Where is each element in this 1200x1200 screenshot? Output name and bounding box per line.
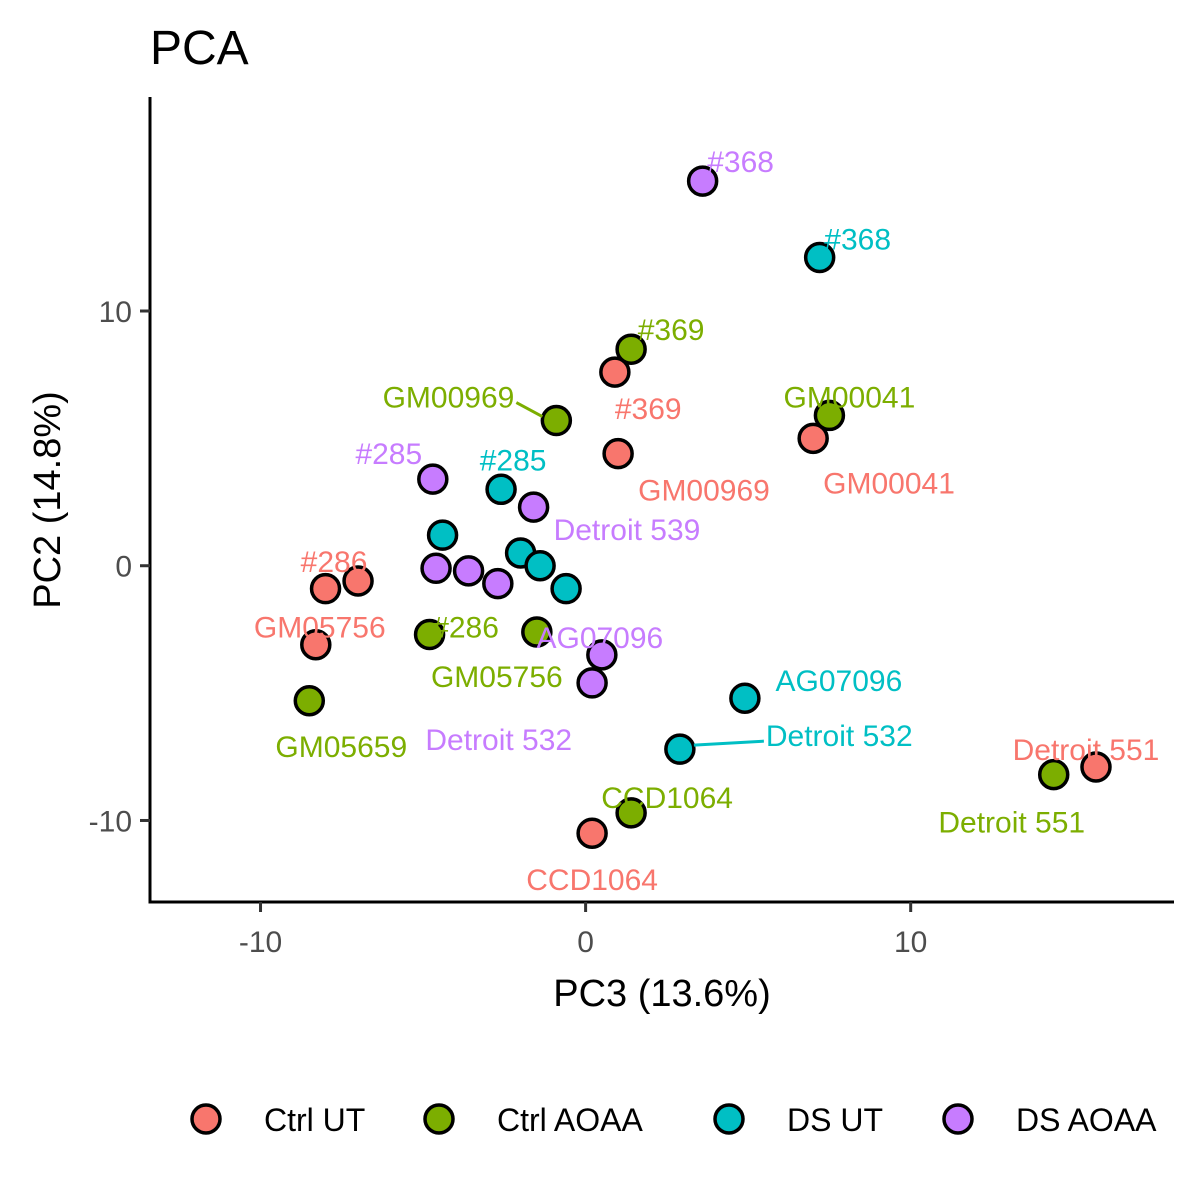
- point-label: Detroit 532: [766, 720, 913, 753]
- point-ds-aoaa: [686, 165, 719, 197]
- point-ctrl-aoaa: [413, 618, 446, 651]
- point-ctrl-ut: [300, 628, 332, 661]
- point-ctrl-ut: [602, 437, 634, 470]
- point-ds-aoaa: [420, 552, 452, 585]
- point-ctrl-aoaa: [813, 399, 846, 432]
- legend-item: Ctrl AOAA: [423, 1102, 643, 1138]
- legend: Ctrl UT Ctrl AOAA DS UT DS AOAA: [190, 1102, 1157, 1138]
- point-ds-aoaa: [417, 463, 449, 495]
- point-label: AG07096: [776, 665, 903, 698]
- point-ds-aoaa: [586, 639, 618, 671]
- legend-item: Ctrl UT: [190, 1102, 365, 1138]
- legend-label: DS UT: [787, 1102, 883, 1138]
- point-label: #285: [480, 444, 547, 477]
- point-label: CCD1064: [526, 864, 658, 897]
- x-tick-label: 0: [577, 926, 594, 959]
- legend-swatch: [942, 1103, 974, 1135]
- point-ctrl-aoaa: [615, 797, 647, 829]
- legend-swatch: [423, 1103, 455, 1135]
- data-points: [293, 165, 1112, 849]
- point-ds-ut: [803, 241, 836, 274]
- point-ds-ut: [485, 473, 517, 506]
- point-label: Detroit 551: [938, 807, 1085, 840]
- point-ds-aoaa: [482, 567, 514, 600]
- point-ds-ut: [550, 572, 582, 605]
- point-label: #286: [301, 546, 368, 579]
- point-ds-ut: [729, 682, 761, 714]
- point-ctrl-ut: [309, 572, 342, 605]
- point-ctrl-aoaa: [293, 685, 326, 717]
- point-label: #286: [432, 612, 499, 645]
- legend-item: DS AOAA: [942, 1102, 1157, 1138]
- point-label: GM05659: [275, 731, 407, 764]
- point-label: Detroit 539: [554, 514, 701, 547]
- y-tick-label: 10: [99, 296, 132, 329]
- label-leader-line: [515, 401, 544, 418]
- point-label: #369: [638, 314, 705, 347]
- point-ds-ut: [664, 733, 696, 765]
- chart-title: PCA: [150, 22, 249, 75]
- x-axis-title: PC3 (13.6%): [553, 973, 771, 1015]
- point-ctrl-ut: [599, 356, 631, 388]
- point-label: Detroit 532: [425, 724, 572, 757]
- point-label: #285: [355, 438, 422, 471]
- y-tick-label: 0: [115, 551, 132, 584]
- point-label: CCD1064: [601, 782, 733, 815]
- y-axis-title: PC2 (14.8%): [27, 391, 69, 609]
- legend-label: DS AOAA: [1016, 1102, 1157, 1138]
- y-tick-label: -10: [89, 805, 132, 838]
- point-label: Detroit 551: [1013, 734, 1160, 767]
- point-ctrl-aoaa: [540, 404, 573, 437]
- point-label: GM05756: [254, 612, 386, 645]
- label-leader-line: [693, 739, 764, 747]
- point-ctrl-ut: [342, 565, 374, 597]
- point-ctrl-aoaa: [615, 333, 647, 365]
- legend-item: DS UT: [713, 1102, 883, 1138]
- point-ctrl-ut: [576, 817, 608, 849]
- point-labels: #369 GM00969 GM00041 #286 GM05756 CCD1064 Detr…: [254, 146, 1159, 897]
- axis-ticks: -10 0 10 -10 0 10: [89, 296, 928, 959]
- point-label: GM00041: [784, 381, 916, 414]
- point-label: #368: [824, 223, 891, 256]
- legend-swatch: [713, 1103, 745, 1135]
- point-ds-ut: [524, 549, 556, 582]
- point-ctrl-aoaa: [521, 616, 553, 648]
- point-label: #369: [615, 393, 682, 426]
- x-tick-label: -10: [239, 926, 282, 959]
- point-ds-aoaa: [452, 555, 485, 587]
- point-ctrl-ut: [797, 422, 829, 455]
- point-ctrl-aoaa: [1037, 758, 1070, 791]
- point-label: GM05756: [431, 661, 563, 694]
- point-label: #368: [707, 146, 774, 179]
- point-label: GM00969: [383, 382, 515, 415]
- point-label: GM00041: [823, 467, 955, 500]
- legend-label: Ctrl AOAA: [497, 1102, 643, 1138]
- legend-swatch: [190, 1103, 222, 1135]
- point-ds-aoaa: [517, 491, 550, 523]
- point-ds-ut: [426, 519, 459, 551]
- point-label: GM00969: [638, 475, 770, 508]
- legend-label: Ctrl UT: [264, 1102, 365, 1138]
- point-ds-aoaa: [576, 667, 608, 699]
- point-label: AG07096: [536, 622, 663, 655]
- point-ctrl-ut: [1080, 751, 1112, 783]
- x-tick-label: 10: [894, 926, 927, 959]
